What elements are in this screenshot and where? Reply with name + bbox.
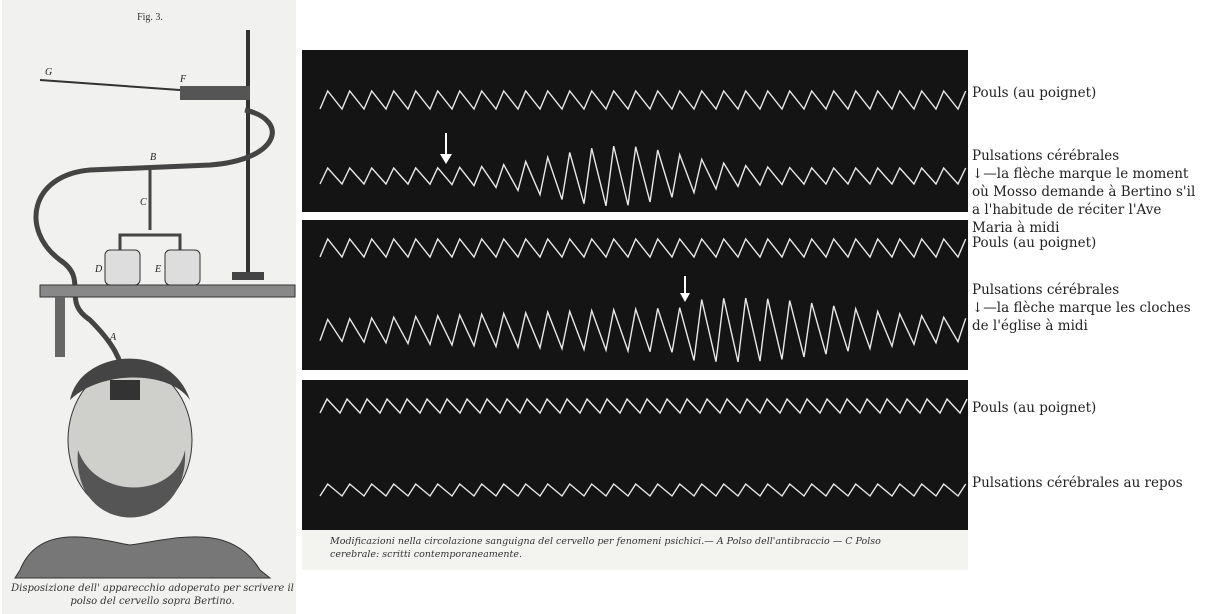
brain-label: Pulsations cérébrales [972, 148, 1120, 164]
letter: F [179, 74, 187, 85]
brain-label: Pulsations cérébrales [972, 282, 1120, 298]
note: ↓—la flèche marque le moment où Mosso de… [972, 166, 1196, 236]
trace-caption: Modificazioni nella circolazione sanguig… [330, 536, 881, 560]
trace [319, 482, 967, 498]
letter: D [94, 264, 103, 275]
trace-plate [302, 50, 968, 570]
trace [319, 397, 968, 415]
figure-label: Fig. 3. [137, 12, 163, 23]
trace [319, 237, 967, 259]
trace [319, 297, 967, 363]
trace [319, 145, 967, 207]
pulse-label: Pouls (au poignet) [972, 400, 1097, 416]
letter: E [154, 264, 161, 275]
arrow-head [680, 293, 690, 302]
arrow-head [440, 154, 452, 164]
note: ↓—la flèche marque les cloches de l'égli… [972, 300, 1191, 334]
letter: G [45, 67, 52, 78]
letter: C [140, 197, 147, 208]
brain-label: Pulsations cérébrales au repos [972, 475, 1183, 491]
letter: B [150, 152, 156, 163]
apparatus-illustration: Fig. 3. G F B C D E A [2, 0, 296, 614]
figure-caption: Disposizione dell' apparecchio adoperato… [11, 583, 294, 607]
pulse-label: Pouls (au poignet) [972, 235, 1097, 251]
pulse-label: Pouls (au poignet) [972, 85, 1097, 101]
trace [319, 89, 967, 111]
letter: A [109, 332, 117, 343]
